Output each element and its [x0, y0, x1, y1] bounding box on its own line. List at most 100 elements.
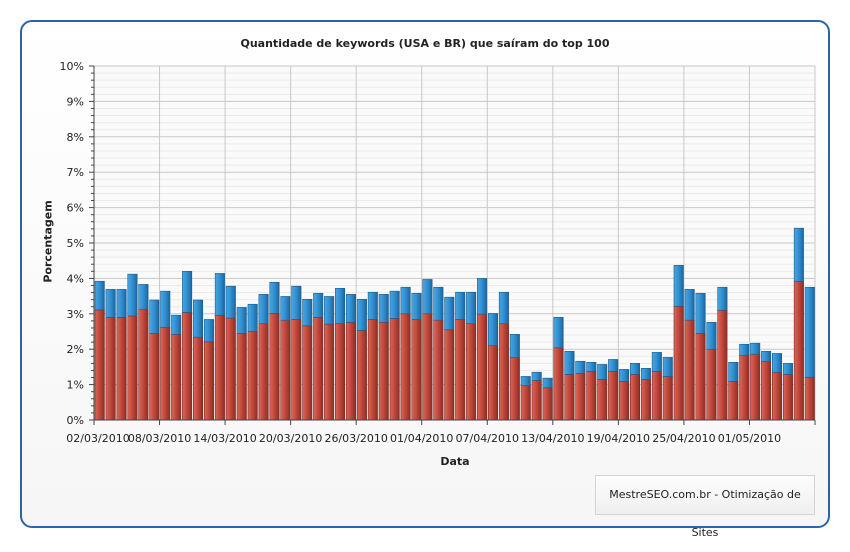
y-tick-label: 9%	[67, 95, 84, 108]
bar-segment-lower	[225, 317, 236, 421]
bar-segment-lower	[466, 323, 477, 421]
bar-segment-upper	[782, 363, 793, 375]
bar-segment-upper	[214, 273, 225, 316]
x-tick-label: 08/03/2010	[128, 432, 191, 445]
bar-segment-upper	[422, 279, 433, 315]
bar-segment-upper	[400, 286, 411, 315]
bar-segment-upper	[477, 278, 488, 315]
bar-segment-lower	[586, 371, 597, 421]
bar-segment-lower	[433, 319, 444, 421]
bar-segment-lower	[608, 371, 619, 421]
bar-segment-lower	[345, 321, 356, 421]
bar-segment-lower	[94, 309, 105, 421]
bar-segment-lower	[444, 329, 455, 421]
bar-segment-lower	[761, 360, 772, 421]
bar-segment-lower	[695, 332, 706, 421]
bar-segment-upper	[291, 285, 302, 320]
bar-segment-upper	[640, 368, 651, 380]
credit-box: MestreSEO.com.br - Otimização de Sites	[595, 475, 815, 539]
bar-segment-upper	[203, 319, 214, 343]
bar-segment-lower	[280, 319, 291, 421]
bar-segment-lower	[236, 332, 247, 421]
bar-segment-upper	[651, 352, 662, 372]
y-tick-label: 8%	[67, 131, 84, 144]
bar-segment-lower	[662, 376, 673, 421]
x-tick-label: 14/03/2010	[193, 432, 256, 445]
y-tick-label: 6%	[67, 202, 84, 215]
bar-segment-lower	[105, 317, 116, 421]
bar-segment-upper	[411, 292, 422, 320]
bar-segment-lower	[597, 378, 608, 421]
bar-segment-lower	[422, 313, 433, 421]
bar-segment-lower	[531, 380, 542, 421]
bar-segment-upper	[750, 342, 761, 355]
bar-segment-lower	[171, 334, 182, 421]
chart-title: Quantidade de keywords (USA e BR) que sa…	[240, 37, 610, 50]
y-tick-label: 2%	[67, 343, 84, 356]
bar-segment-lower	[324, 323, 335, 421]
bar-segment-upper	[236, 307, 247, 334]
bar-segment-lower	[214, 314, 225, 421]
bar-segment-lower	[629, 374, 641, 421]
bar-segment-lower	[509, 357, 520, 421]
bar-segment-lower	[640, 378, 651, 421]
bar-segment-lower	[138, 308, 149, 421]
bar-segment-lower	[750, 353, 761, 421]
bar-segment-lower	[116, 317, 127, 421]
bar-segment-upper	[466, 291, 477, 325]
bar-segment-upper	[772, 353, 783, 373]
bar-segment-lower	[520, 385, 531, 421]
bar-segment-upper	[367, 291, 378, 320]
bar-segment-lower	[378, 321, 389, 421]
bar-segment-lower	[269, 313, 280, 421]
y-tick-label: 1%	[67, 379, 84, 392]
bar-segment-upper	[498, 291, 509, 325]
bar-segment-lower	[127, 315, 138, 421]
bar-segment-upper	[324, 296, 335, 325]
bar-segment-lower	[553, 347, 564, 421]
bar-segment-lower	[247, 331, 258, 421]
bar-segment-upper	[356, 298, 367, 331]
bar-segment-upper	[105, 289, 116, 318]
x-tick-label: 01/05/2010	[718, 432, 781, 445]
bar-segment-lower	[302, 325, 313, 421]
bar-segment-lower	[575, 372, 586, 421]
bar-segment-upper	[160, 290, 171, 328]
bar-segment-lower	[684, 319, 695, 421]
bar-segment-lower	[335, 323, 346, 421]
bar-segment-upper	[728, 361, 739, 382]
x-tick-label: 20/03/2010	[259, 432, 322, 445]
bar-segment-upper	[586, 361, 597, 372]
bar-segment-upper	[553, 317, 564, 349]
bar-segment-upper	[378, 294, 389, 323]
bar-segment-upper	[247, 303, 258, 332]
bar-segment-upper	[673, 265, 684, 307]
y-tick-label: 0%	[67, 414, 84, 427]
bar-segment-upper	[608, 359, 619, 372]
bar-segment-lower	[651, 371, 662, 421]
bar-segment-lower	[411, 319, 422, 421]
bar-segment-upper	[149, 299, 160, 334]
bar-segment-upper	[280, 296, 291, 321]
bar-segment-upper	[171, 314, 182, 335]
bar-segment-lower	[477, 313, 488, 421]
bar-segment-lower	[717, 309, 728, 421]
bar-segment-upper	[717, 286, 728, 311]
bar-segment-upper	[619, 369, 630, 382]
x-tick-label: 26/03/2010	[324, 432, 387, 445]
bar-segment-upper	[302, 298, 313, 327]
bar-segment-upper	[542, 377, 553, 389]
bar-segment-upper	[138, 284, 149, 310]
bar-segment-lower	[782, 374, 793, 421]
y-tick-label: 7%	[67, 166, 84, 179]
bar-segment-upper	[520, 376, 531, 386]
bar-segment-lower	[793, 280, 804, 421]
bar-segment-lower	[313, 317, 324, 421]
bar-segment-lower	[160, 326, 171, 421]
bar-segment-upper	[116, 289, 127, 318]
bar-segment-lower	[706, 348, 717, 421]
bar-segment-upper	[695, 292, 706, 334]
bar-segment-upper	[389, 290, 400, 319]
x-tick-label: 02/03/2010	[66, 432, 129, 445]
